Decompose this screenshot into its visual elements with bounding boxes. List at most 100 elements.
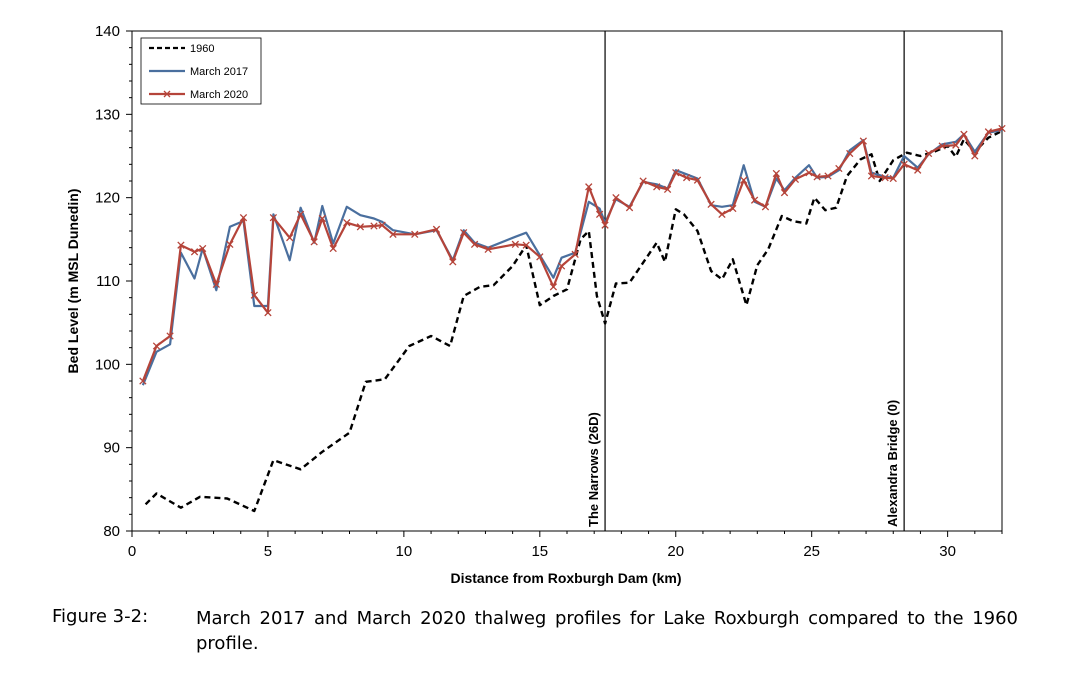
x-tick-label: 15 bbox=[531, 543, 548, 560]
data-point-marker bbox=[625, 204, 634, 212]
x-tick-label: 20 bbox=[667, 543, 684, 560]
y-tick-label: 140 bbox=[95, 23, 120, 40]
data-point-marker bbox=[881, 174, 889, 182]
data-point-marker bbox=[693, 176, 702, 184]
data-point-marker bbox=[378, 221, 386, 229]
caption-text: March 2017 and March 2020 thalweg profil… bbox=[196, 608, 1018, 654]
x-axis: 0 5 10 15 20 25 30 bbox=[128, 531, 1003, 560]
data-point-marker bbox=[672, 169, 680, 177]
y-tick-label: 130 bbox=[95, 106, 120, 123]
data-point-marker bbox=[682, 174, 691, 182]
data-point-marker bbox=[960, 130, 968, 138]
data-point-marker bbox=[867, 172, 876, 180]
data-point-marker bbox=[549, 283, 558, 291]
plot-area bbox=[131, 30, 1003, 532]
data-point-marker bbox=[914, 166, 922, 174]
x-axis-title: Distance from Roxburgh Dam (km) bbox=[450, 570, 681, 586]
x-tick-label: 30 bbox=[939, 543, 956, 560]
vertical-marker-label: The Narrows (26D) bbox=[586, 412, 601, 527]
data-point-marker bbox=[286, 234, 294, 242]
data-point-marker bbox=[772, 169, 781, 178]
data-point-marker bbox=[900, 160, 908, 168]
y-tick-label: 110 bbox=[96, 273, 120, 290]
data-point-marker bbox=[952, 141, 960, 149]
data-point-marker bbox=[329, 244, 337, 253]
data-point-marker bbox=[984, 128, 993, 136]
data-point-marker bbox=[343, 219, 351, 227]
x-tick-label: 0 bbox=[128, 543, 136, 560]
data-point-marker bbox=[663, 185, 672, 193]
data-point-marker bbox=[166, 332, 174, 340]
data-point-marker bbox=[612, 194, 620, 202]
data-point-marker bbox=[740, 176, 748, 184]
plot-frame bbox=[131, 30, 1003, 532]
data-point-marker bbox=[536, 253, 544, 261]
data-point-marker bbox=[177, 241, 185, 249]
data-point-marker bbox=[389, 230, 397, 238]
data-point-marker bbox=[718, 210, 726, 218]
legend-marker bbox=[163, 90, 171, 98]
legend-label: 1960 bbox=[190, 43, 214, 55]
data-point-marker bbox=[924, 149, 933, 158]
data-point-marker bbox=[269, 214, 278, 222]
data-point-marker bbox=[460, 229, 468, 237]
data-point-marker bbox=[470, 240, 479, 248]
data-point-marker bbox=[971, 152, 979, 160]
y-tick-label: 120 bbox=[95, 190, 120, 207]
data-point-marker bbox=[449, 258, 457, 266]
data-point-marker bbox=[212, 280, 220, 288]
data-point-marker bbox=[750, 196, 759, 204]
x-tick-label: 5 bbox=[264, 543, 272, 560]
data-point-marker bbox=[411, 230, 419, 238]
data-point-marker bbox=[707, 200, 715, 208]
data-point-marker bbox=[152, 342, 161, 350]
data-point-marker bbox=[571, 250, 579, 258]
y-tick-label: 80 bbox=[103, 523, 120, 540]
data-point-marker bbox=[859, 137, 868, 145]
data-point-marker bbox=[432, 225, 441, 233]
data-point-marker bbox=[356, 223, 365, 231]
legend-label: March 2020 bbox=[190, 89, 248, 101]
data-point-marker bbox=[998, 124, 1006, 133]
vertical-markers: The Narrows (26D) Alexandra Bridge (0) bbox=[586, 31, 905, 531]
data-point-marker bbox=[239, 214, 248, 222]
y-axis: 80 90 100 110 120 130 140 bbox=[95, 23, 132, 540]
data-point-marker bbox=[938, 142, 946, 150]
data-point-marker bbox=[639, 177, 647, 185]
data-point-marker bbox=[729, 204, 737, 213]
x-tick-label: 10 bbox=[396, 543, 413, 560]
data-point-marker bbox=[190, 248, 199, 256]
caption-label: Figure 3-2: bbox=[52, 606, 149, 627]
data-point-marker bbox=[791, 175, 800, 183]
data-point-marker bbox=[585, 183, 593, 191]
data-point-marker bbox=[780, 189, 789, 197]
series-group bbox=[139, 124, 1006, 513]
legend: 1960 March 2017 March 2020 bbox=[140, 37, 262, 105]
data-point-marker bbox=[805, 169, 813, 177]
data-point-marker bbox=[846, 149, 854, 158]
data-point-marker bbox=[250, 291, 259, 299]
data-point-marker bbox=[595, 210, 604, 218]
y-tick-label: 90 bbox=[103, 440, 120, 457]
data-point-marker bbox=[370, 222, 378, 230]
data-point-marker bbox=[889, 174, 897, 183]
data-point-marker bbox=[296, 210, 305, 218]
x-tick-label: 25 bbox=[803, 543, 820, 560]
data-point-marker bbox=[813, 173, 821, 181]
y-axis-title: Bed Level (m MSL Dunedin) bbox=[65, 189, 81, 374]
data-point-marker bbox=[318, 214, 326, 223]
data-point-marker bbox=[199, 244, 207, 253]
data-point-marker bbox=[522, 241, 530, 249]
legend-label: March 2017 bbox=[190, 66, 248, 78]
y-tick-label: 100 bbox=[95, 356, 120, 373]
data-point-marker bbox=[835, 164, 843, 173]
data-point-marker bbox=[226, 240, 234, 248]
data-point-marker bbox=[310, 238, 318, 246]
chart: 0 5 10 15 20 25 30 80 90 100 110 120 130 140 The Nar… bbox=[65, 23, 1006, 586]
data-point-marker bbox=[557, 262, 566, 270]
data-point-marker bbox=[511, 240, 520, 248]
data-point-marker bbox=[761, 203, 770, 211]
vertical-marker-label: Alexandra Bridge (0) bbox=[885, 400, 900, 527]
data-point-marker bbox=[824, 172, 832, 180]
data-point-marker bbox=[601, 221, 609, 229]
